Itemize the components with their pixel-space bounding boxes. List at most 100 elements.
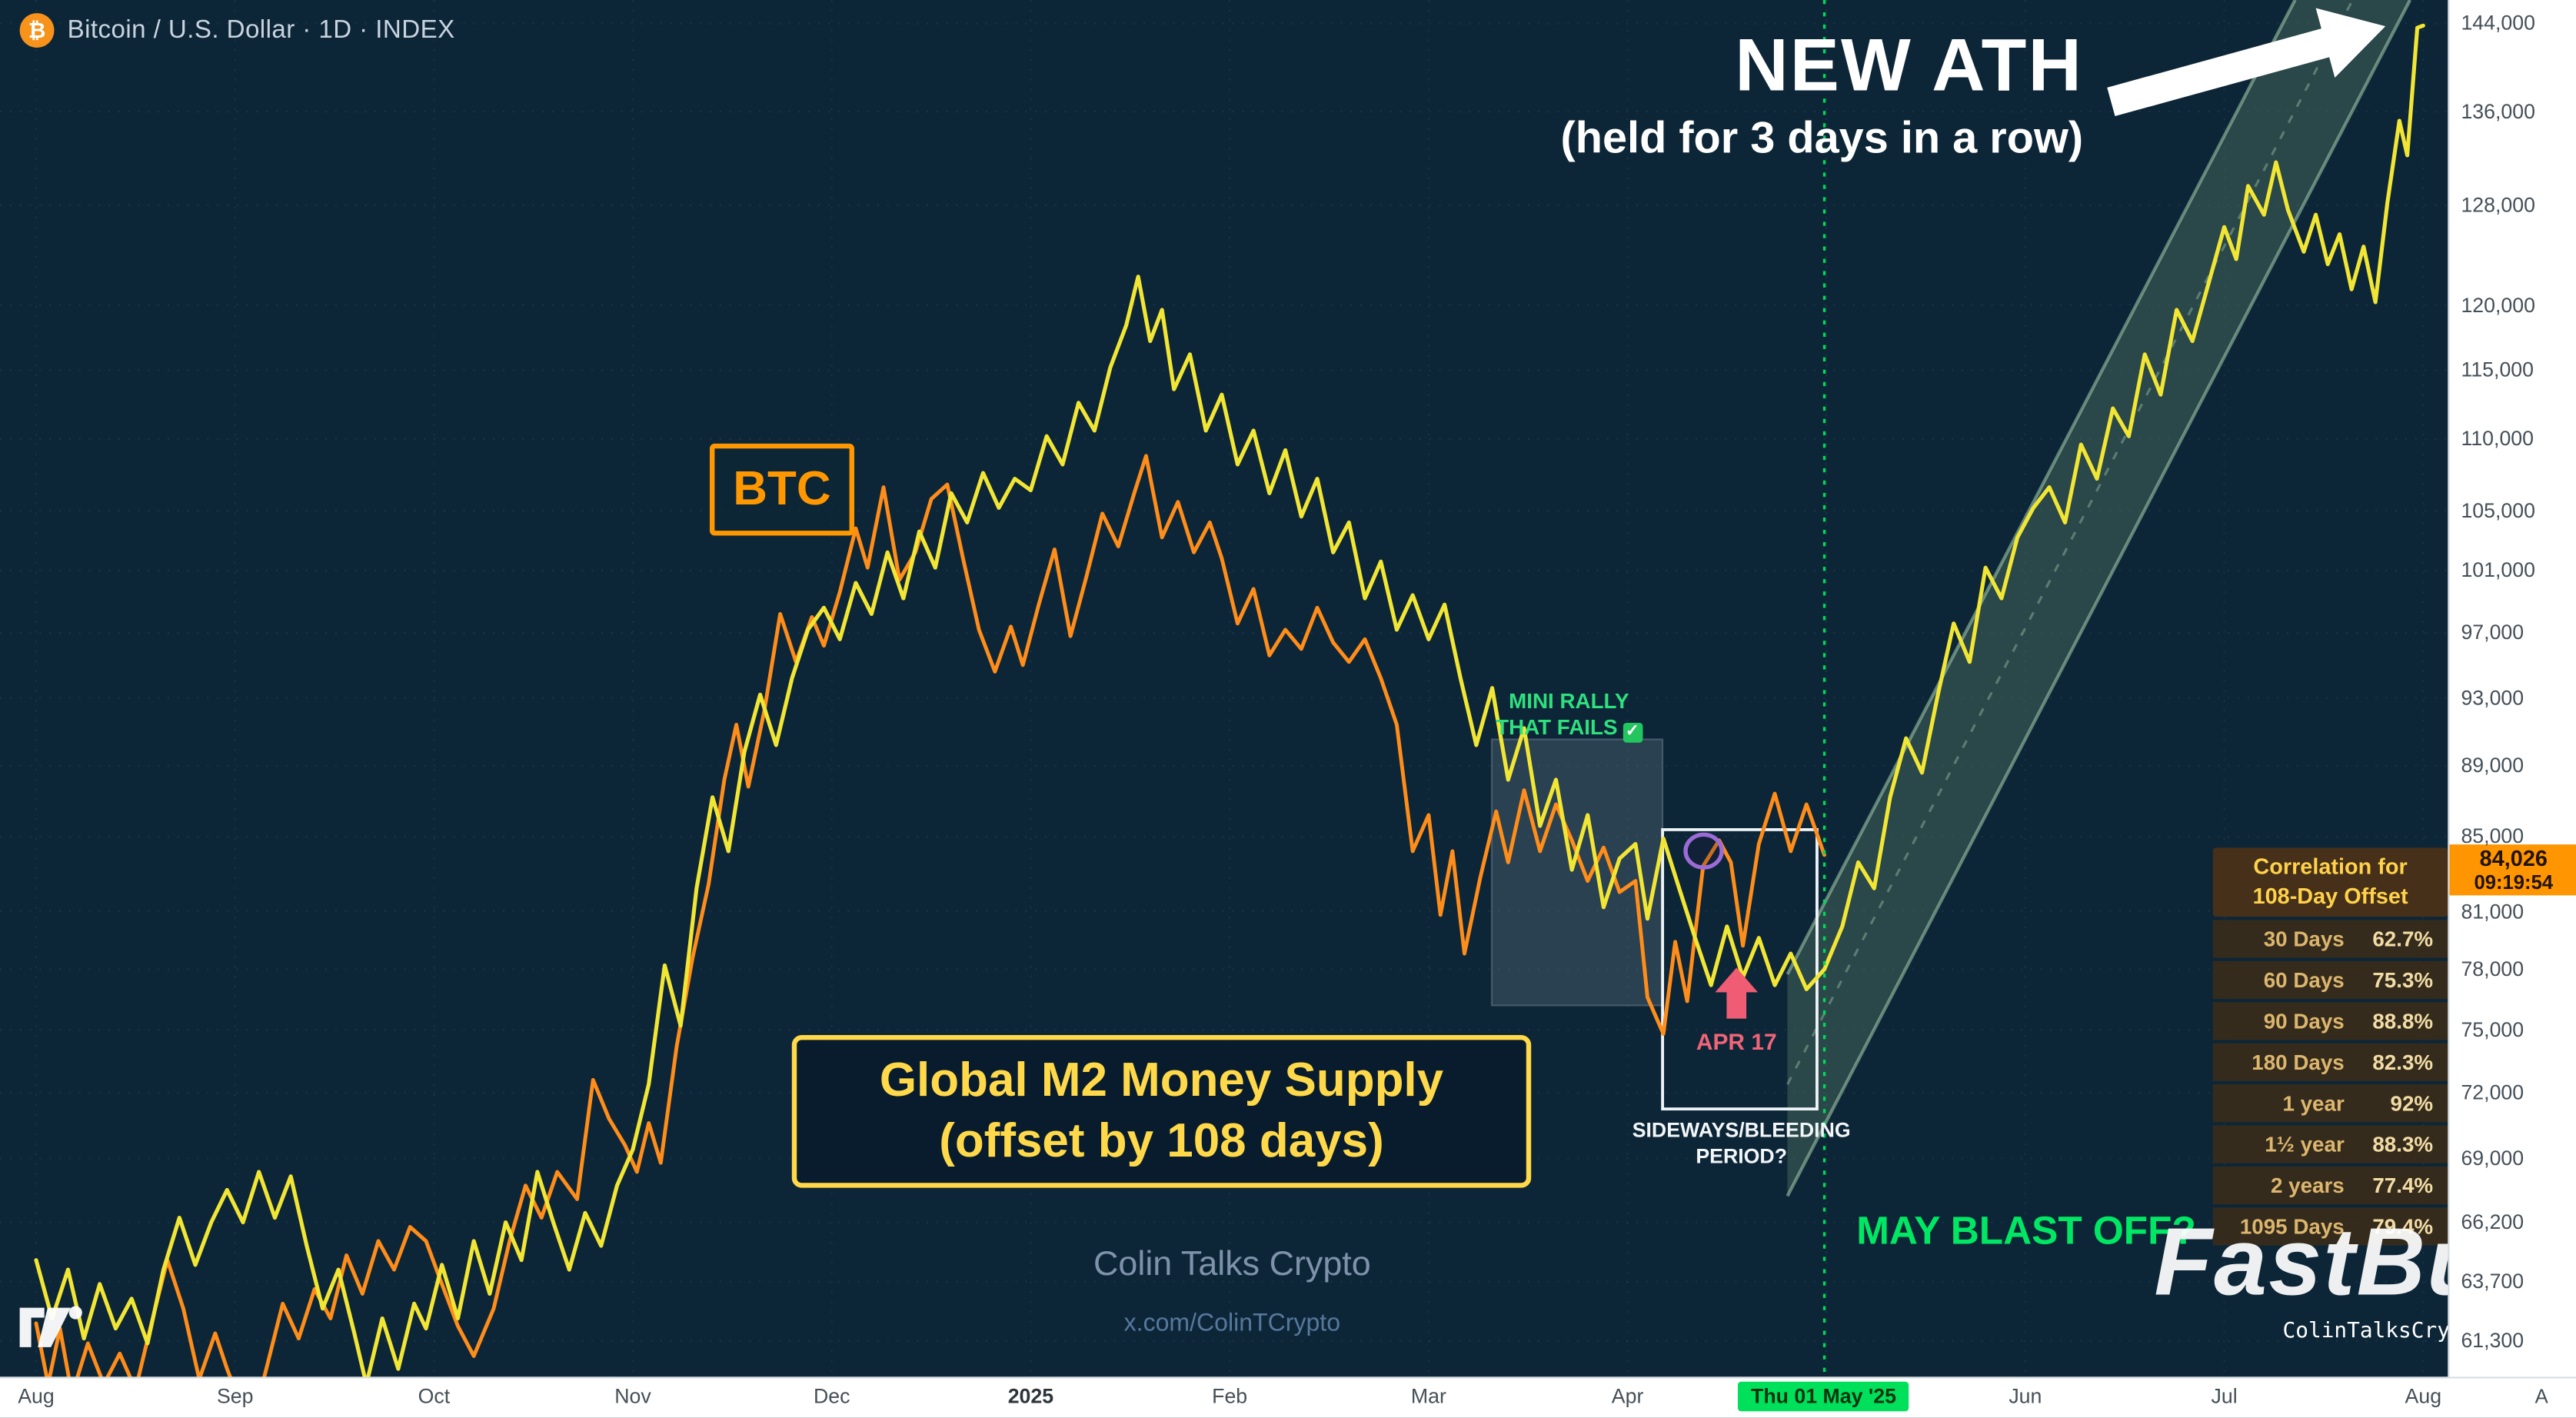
new-ath-annotation: NEW ATH (held for 3 days in a row): [1561, 26, 2084, 165]
price-axis-label: 72,000: [2461, 1081, 2524, 1104]
correlation-row: 1 year 92%: [2212, 1085, 2448, 1123]
correlation-row: 2 years 77.4%: [2212, 1167, 2448, 1205]
symbol-header[interactable]: ₿ Bitcoin / U.S. Dollar · 1D · INDEX: [19, 13, 455, 48]
btc-series-label[interactable]: BTC: [709, 443, 854, 536]
trend-channel-center-line: [1786, 0, 2354, 1085]
correlation-value: 82.3%: [2372, 1050, 2434, 1076]
axis-auto-button[interactable]: A: [2534, 1385, 2548, 1408]
time-axis-label: Mar: [1410, 1385, 1446, 1408]
price-axis-label: 85,000: [2461, 825, 2524, 849]
mini-rally-box[interactable]: [1490, 738, 1664, 1007]
current-bar-badge: Thu 01 May '25: [1737, 1381, 1910, 1412]
time-axis-label: Aug: [18, 1385, 55, 1408]
correlation-table: Correlation for 108-Day Offset 30 Days 62…: [2212, 847, 2448, 1247]
time-axis-label: Dec: [813, 1385, 850, 1408]
apr17-label: APR 17: [1696, 1028, 1777, 1055]
correlation-value: 75.3%: [2372, 968, 2434, 994]
correlation-row: 1½ year 88.3%: [2212, 1126, 2448, 1164]
correlation-period: 1 year: [2282, 1091, 2345, 1117]
price-axis-label: 101,000: [2461, 559, 2535, 582]
btc-series-label-text: BTC: [733, 462, 831, 515]
price-axis-label: 63,700: [2461, 1270, 2524, 1293]
m2-series-label[interactable]: Global M2 Money Supply (offset by 108 da…: [791, 1034, 1532, 1188]
time-axis-label: Oct: [418, 1385, 451, 1408]
sideways-line1: SIDEWAYS/BLEEDING: [1632, 1118, 1851, 1142]
price-axis-label: 120,000: [2461, 293, 2535, 317]
correlation-period: 30 Days: [2263, 927, 2345, 952]
correlation-period: 90 Days: [2263, 1009, 2345, 1034]
time-axis-label: Jun: [2009, 1385, 2042, 1408]
correlation-value: 79.4%: [2372, 1214, 2434, 1240]
price-axis-label: 93,000: [2461, 686, 2524, 710]
symbol-title[interactable]: Bitcoin / U.S. Dollar · 1D · INDEX: [67, 15, 455, 44]
trend-channel-lower-line[interactable]: [1786, 0, 2412, 1197]
price-axis-label: 144,000: [2461, 12, 2535, 35]
correlation-header-line1: Correlation for: [2253, 854, 2408, 880]
peak-circle-marker[interactable]: [1683, 832, 1724, 870]
last-price-value: 84,026: [2479, 846, 2548, 871]
bitcoin-icon: ₿: [19, 13, 55, 48]
correlation-period: 60 Days: [2263, 968, 2345, 994]
price-axis-label: 66,200: [2461, 1210, 2524, 1234]
correlation-period: 1½ year: [2265, 1132, 2345, 1158]
series-line[interactable]: [34, 23, 2425, 1386]
correlation-period: 2 years: [2270, 1173, 2345, 1199]
price-axis-label: 75,000: [2461, 1018, 2524, 1042]
time-axis-label: Nov: [614, 1385, 651, 1408]
time-axis-label: Sep: [216, 1385, 254, 1408]
bar-countdown: 09:19:54: [2474, 870, 2554, 894]
credit-text: Colin Talks Crypto: [1093, 1245, 1371, 1283]
time-axis-label: Apr: [1611, 1385, 1644, 1408]
price-axis-label: 81,000: [2461, 899, 2524, 923]
time-axis-label: Jul: [2211, 1385, 2238, 1408]
price-axis-label: 89,000: [2461, 754, 2524, 777]
price-axis-label: 61,300: [2461, 1329, 2524, 1353]
time-axis[interactable]: Thu 01 May '25 Aug Sep Oct Nov Dec 2025 Feb Mar…: [0, 1376, 2576, 1418]
correlation-table-rows: 30 Days 62.7% 60 Days 75.3% 90 Days 88.8% 180 …: [2212, 920, 2448, 1247]
mini-rally-line2: THAT FAILS: [1496, 714, 1618, 740]
mini-rally-line1: MINI RALLY: [1509, 688, 1629, 714]
series-lines: [34, 23, 2425, 1416]
m2-label-line2: (offset by 108 days): [939, 1114, 1384, 1167]
correlation-period: 180 Days: [2252, 1050, 2345, 1076]
correlation-value: 77.4%: [2372, 1173, 2434, 1199]
price-axis-label: 110,000: [2461, 427, 2534, 451]
price-axis-label: 128,000: [2461, 193, 2535, 217]
green-check-icon: ✓: [1622, 723, 1642, 744]
price-axis-label: 78,000: [2461, 957, 2524, 981]
price-axis[interactable]: 84,026 09:19:54 144,000 136,000 128,000 120…: [2448, 0, 2576, 1416]
price-axis-label: 97,000: [2461, 621, 2524, 645]
correlation-header-line2: 108-Day Offset: [2252, 884, 2408, 909]
may-blast-off-annotation: MAY BLAST OFF?: [1856, 1209, 2196, 1254]
correlation-row: 30 Days 62.7%: [2212, 920, 2448, 959]
correlation-value: 88.8%: [2372, 1009, 2434, 1034]
correlation-row: 180 Days 82.3%: [2212, 1044, 2448, 1082]
time-axis-label: 2025: [1007, 1385, 1054, 1408]
mini-rally-annotation: MINI RALLY THAT FAILS ✓: [1473, 688, 1664, 744]
time-axis-label: Feb: [1212, 1385, 1248, 1408]
price-axis-label: 105,000: [2461, 499, 2535, 522]
correlation-row: 1095 Days 79.4%: [2212, 1208, 2448, 1247]
correlation-value: 62.7%: [2372, 927, 2434, 952]
time-axis-label: Aug: [2405, 1385, 2442, 1408]
new-ath-subtext: (held for 3 days in a row): [1560, 113, 2084, 164]
series-line[interactable]: [34, 454, 1827, 1416]
correlation-table-header: Correlation for 108-Day Offset: [2212, 847, 2448, 918]
last-price-badge: 84,026 09:19:54: [2449, 844, 2576, 896]
sideways-period-box[interactable]: [1661, 827, 1819, 1111]
sideways-annotation: SIDEWAYS/BLEEDING PERIOD?: [1623, 1117, 1860, 1170]
correlation-period: 1095 Days: [2239, 1214, 2345, 1240]
tradingview-logo[interactable]: [16, 1295, 88, 1360]
correlation-row: 90 Days 88.8%: [2212, 1003, 2448, 1041]
m2-label-line1: Global M2 Money Supply: [879, 1055, 1444, 1108]
correlation-value: 88.3%: [2372, 1132, 2434, 1158]
price-axis-label: 115,000: [2461, 358, 2534, 382]
credit-url[interactable]: x.com/ColinTCrypto: [1123, 1309, 1341, 1338]
new-ath-arrow-icon: [2107, 8, 2386, 117]
apr17-up-arrow-icon: [1715, 967, 1759, 1019]
correlation-value: 92%: [2390, 1091, 2434, 1117]
trend-channel-upper-line[interactable]: [1786, 0, 2297, 975]
price-axis-label: 136,000: [2461, 100, 2535, 124]
